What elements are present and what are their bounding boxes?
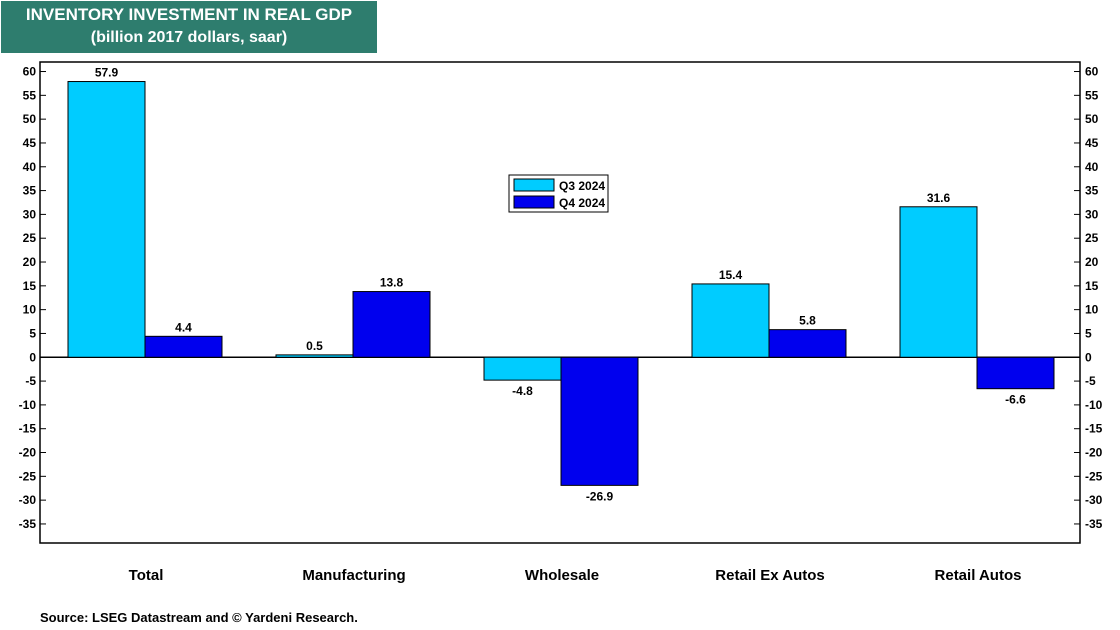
y-tick-label-left: 40 <box>23 160 37 174</box>
y-tick-label-right: 55 <box>1085 88 1099 102</box>
y-tick-label-right: -5 <box>1085 374 1096 388</box>
y-tick-label-left: -35 <box>19 517 37 531</box>
y-tick-label-left: 60 <box>23 65 37 79</box>
category-label: Retail Ex Autos <box>715 567 824 584</box>
category-label: Retail Autos <box>935 567 1022 584</box>
y-tick-label-right: 0 <box>1085 350 1092 364</box>
y-tick-label-left: 35 <box>23 184 37 198</box>
y-tick-label-right: -25 <box>1085 469 1103 483</box>
chart-title-box: INVENTORY INVESTMENT IN REAL GDP (billio… <box>1 1 377 53</box>
bar <box>976 356 1055 390</box>
y-tick-label-right: -10 <box>1085 398 1103 412</box>
y-tick-label-left: 20 <box>23 255 37 269</box>
chart-title: INVENTORY INVESTMENT IN REAL GDP <box>25 5 353 24</box>
bar <box>899 206 978 358</box>
y-tick-label-left: -5 <box>25 374 36 388</box>
data-label: 0.5 <box>306 339 323 353</box>
y-tick-label-right: -30 <box>1085 493 1103 507</box>
y-tick-label-left: 30 <box>23 207 37 221</box>
y-tick-label-left: 50 <box>23 112 37 126</box>
y-tick-label-right: 50 <box>1085 112 1099 126</box>
legend-swatch <box>513 195 555 209</box>
plot-frame <box>39 61 1081 544</box>
y-tick-label-left: -20 <box>19 446 37 460</box>
data-label: -6.6 <box>1005 393 1026 407</box>
y-tick-label-left: 10 <box>23 303 37 317</box>
data-label: 5.8 <box>799 314 816 328</box>
y-tick-label-left: -10 <box>19 398 37 412</box>
category-label: Wholesale <box>525 567 599 584</box>
y-tick-label-right: -35 <box>1085 517 1103 531</box>
y-tick-label-right: 15 <box>1085 279 1099 293</box>
y-tick-label-left: -15 <box>19 422 37 436</box>
legend-swatch <box>513 178 555 192</box>
bar <box>768 329 847 358</box>
y-tick-label-left: -25 <box>19 469 37 483</box>
y-tick-label-right: -20 <box>1085 446 1103 460</box>
bar <box>483 356 562 381</box>
source-note: Source: LSEG Datastream and © Yardeni Re… <box>40 610 358 625</box>
y-tick-label-left: 15 <box>23 279 37 293</box>
y-tick-label-right: -15 <box>1085 422 1103 436</box>
y-tick-label-right: 10 <box>1085 303 1099 317</box>
bar <box>560 356 639 486</box>
y-tick-label-right: 40 <box>1085 160 1099 174</box>
bar <box>275 354 354 358</box>
legend-label: Q3 2024 <box>559 179 605 193</box>
y-tick-label-right: 30 <box>1085 207 1099 221</box>
y-tick-label-left: 45 <box>23 136 37 150</box>
data-label: 13.8 <box>380 276 404 290</box>
bar <box>691 283 770 358</box>
bar <box>144 335 223 358</box>
y-tick-label-left: 55 <box>23 88 37 102</box>
chart-subtitle: (billion 2017 dollars, saar) <box>90 29 288 46</box>
y-tick-label-left: 25 <box>23 231 37 245</box>
y-tick-label-left: -30 <box>19 493 37 507</box>
data-label: 31.6 <box>927 191 951 205</box>
y-tick-label-right: 35 <box>1085 184 1099 198</box>
bar <box>352 291 431 358</box>
category-label: Total <box>129 567 164 584</box>
y-tick-label-right: 60 <box>1085 65 1099 79</box>
y-tick-label-right: 45 <box>1085 136 1099 150</box>
data-label: -26.9 <box>586 489 614 503</box>
y-tick-label-right: 25 <box>1085 231 1099 245</box>
legend-label: Q4 2024 <box>559 196 605 210</box>
y-tick-label-left: 0 <box>29 350 36 364</box>
data-label: 15.4 <box>719 268 743 282</box>
data-label: -4.8 <box>512 384 533 398</box>
y-tick-label-right: 20 <box>1085 255 1099 269</box>
bar <box>67 81 146 358</box>
data-label: 57.9 <box>95 66 119 80</box>
y-tick-label-right: 5 <box>1085 326 1092 340</box>
y-tick-label-left: 5 <box>29 326 36 340</box>
data-label: 4.4 <box>175 320 192 334</box>
category-label: Manufacturing <box>302 567 405 584</box>
